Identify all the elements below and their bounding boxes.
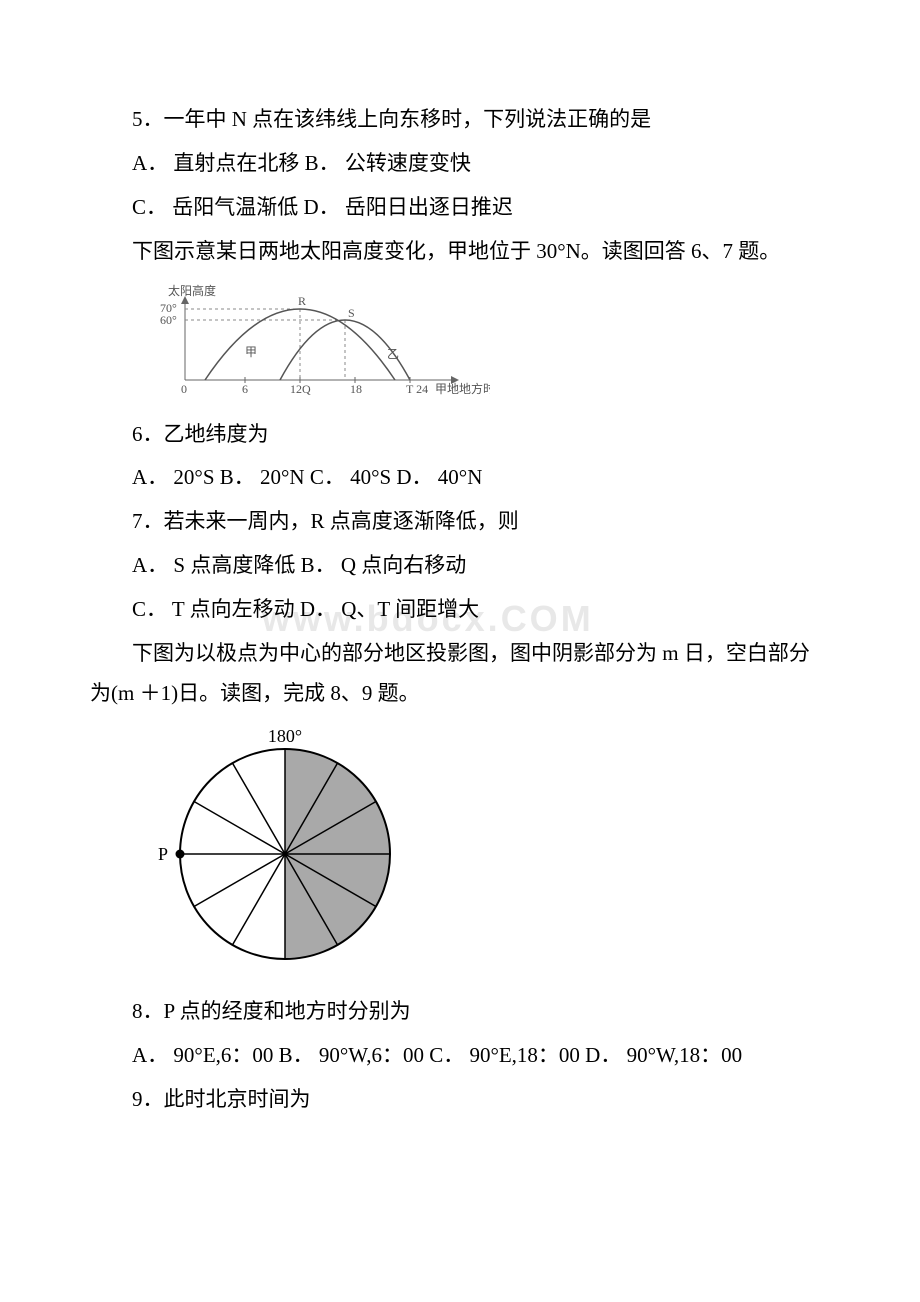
- q6-opts: A． 20°S B． 20°N C． 40°S D． 40°N: [90, 458, 830, 498]
- q9-stem: 9．此时北京时间为: [90, 1080, 830, 1120]
- fig1-T24: T 24: [406, 382, 428, 396]
- q7-opt-cd: C． T 点向左移动 D． Q、T 间距增大: [132, 597, 479, 621]
- figure-polar: 180° P: [150, 724, 830, 974]
- figure-sun-altitude: 太阳高度 70° 60° R S 甲 乙 0 6 12Q 18 T 24 甲地地…: [150, 282, 830, 397]
- q8-stem: 8．P 点的经度和地方时分别为: [90, 992, 830, 1032]
- fig1-ylabel: 太阳高度: [168, 283, 216, 298]
- fig1-x6: 6: [242, 382, 248, 396]
- q6-stem: 6．乙地纬度为: [90, 415, 830, 455]
- fig1-x0: 0: [181, 382, 187, 396]
- q5-stem: 5．一年中 N 点在该纬线上向东移时，下列说法正确的是: [90, 100, 830, 140]
- q5-opt-cd: C． 岳阳气温渐低 D． 岳阳日出逐日推迟: [90, 188, 830, 228]
- fig1-x12q: 12Q: [290, 382, 311, 396]
- q7-opt-ab: A． S 点高度降低 B． Q 点向右移动: [90, 546, 830, 586]
- fig1-x18: 18: [350, 382, 362, 396]
- fig1-R: R: [298, 294, 306, 308]
- intro-67: 下图示意某日两地太阳高度变化，甲地位于 30°N。读图回答 6、7 题。: [90, 232, 830, 272]
- q5-opt-ab: A． 直射点在北移 B． 公转速度变快: [90, 144, 830, 184]
- fig1-xlabel: 甲地地方时(时): [435, 381, 490, 396]
- q8-opts: A． 90°E,6：00 B． 90°W,6：00 C． 90°E,18：00 …: [90, 1036, 830, 1076]
- fig1-ytick-60: 60°: [160, 313, 177, 327]
- intro-89: 下图为以极点为中心的部分地区投影图，图中阴影部分为 m 日，空白部分为(m ＋1…: [90, 634, 830, 714]
- svg-text:180°: 180°: [268, 726, 302, 746]
- q7-stem: 7．若未来一周内，R 点高度逐渐降低，则: [90, 502, 830, 542]
- svg-text:P: P: [158, 844, 168, 864]
- fig1-jia: 甲: [245, 345, 257, 359]
- fig1-yi: 乙: [387, 347, 399, 361]
- fig1-S: S: [348, 306, 355, 320]
